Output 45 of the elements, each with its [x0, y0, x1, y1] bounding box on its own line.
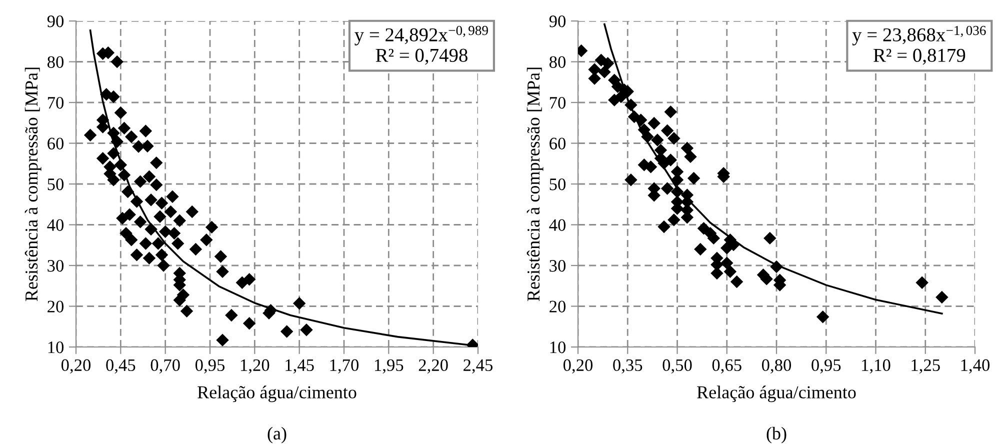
- x-axis-title: Relação água/cimento: [697, 386, 856, 402]
- x-tick-label: 0,70: [150, 359, 180, 374]
- annotation: y = 23,868x$^{−1,036}$ R² = 0,8179: [852, 26, 986, 65]
- y-tick-label: 60: [550, 138, 566, 150]
- annotation: y = 24,892x$^{−0,989}$ R² = 0,7498: [354, 26, 488, 65]
- y-axis-title: Resistência à compressão [MPa]: [526, 68, 544, 302]
- y-tick-label: 70: [550, 96, 566, 109]
- x-tick-label: 1,95: [375, 359, 404, 374]
- x-axis-title: Relação água/cimento: [198, 386, 356, 402]
- y-tick-label: 20: [550, 300, 566, 312]
- x-tick-label: 2,45: [464, 359, 493, 374]
- y-tick-label: 40: [549, 219, 566, 231]
- y-tick-label: 30: [550, 260, 566, 272]
- x-tick-label: 0,20: [61, 359, 91, 374]
- y-tick-label: 10: [48, 341, 64, 354]
- y-tick-label: 90: [549, 15, 566, 28]
- x-tick-label: 0,50: [662, 359, 692, 374]
- y-tick-label: 80: [549, 56, 566, 68]
- y-tick-label: 80: [47, 56, 64, 68]
- text: (b): [766, 426, 786, 444]
- x-tick-label: 0,20: [563, 359, 593, 374]
- text: (a): [268, 426, 286, 444]
- x-tick-label: 0,35: [613, 359, 642, 374]
- x-tick-label: 0,95: [812, 359, 841, 374]
- x-tick-label: 1,20: [241, 359, 270, 374]
- y-tick-label: 40: [47, 219, 64, 231]
- y-tick-label: 60: [48, 138, 64, 150]
- x-tick-label: 1,10: [862, 359, 890, 374]
- y-axis-title: Resistência à compressão [MPa]: [24, 68, 42, 302]
- x-tick-label: 1,25: [912, 359, 940, 374]
- y-tick-label: 50: [550, 178, 566, 190]
- x-tick-label: 0,45: [106, 359, 136, 374]
- x-tick-label: 1,70: [330, 359, 359, 374]
- y-tick-label: 70: [48, 96, 64, 109]
- y-tick-label: 10: [550, 341, 566, 354]
- x-tick-label: 2,20: [418, 359, 448, 374]
- x-tick-label: 1,45: [286, 359, 314, 374]
- y-tick-label: 30: [48, 260, 64, 272]
- x-tick-label: 0,65: [712, 359, 742, 374]
- x-tick-label: 0,80: [762, 359, 792, 374]
- x-tick-label: 0,95: [195, 359, 225, 374]
- y-tick-label: 20: [48, 300, 64, 312]
- y-tick-label: 50: [48, 178, 64, 190]
- x-tick-label: 1,40: [961, 359, 990, 374]
- y-tick-label: 90: [47, 15, 64, 28]
